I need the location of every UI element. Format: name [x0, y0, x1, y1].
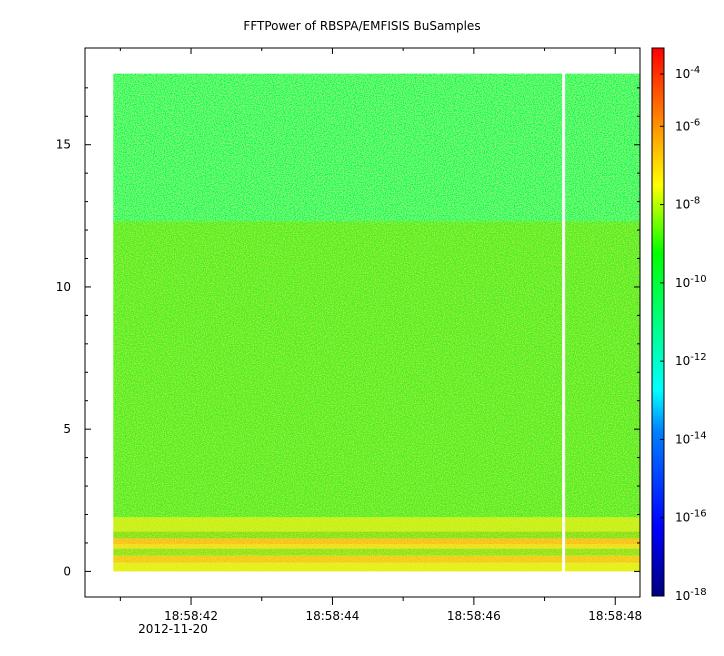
spectrogram-band — [113, 555, 640, 563]
colorbar: 10-4 10-6 10-8 10-10 10-12 10-14 10-16 10-18 — [651, 47, 707, 603]
y-tick-label: 0 — [63, 564, 71, 578]
x-tick-date-label: 2012-11-20 — [138, 622, 208, 636]
y-tick-label: 10 — [56, 280, 71, 294]
colorbar-tick-label: 10-12 — [675, 352, 707, 368]
colorbar-tick-label: 10-6 — [675, 117, 700, 133]
colorbar-tick-label: 10-10 — [675, 274, 707, 290]
colorbar-tick-label: 10-16 — [675, 509, 707, 525]
x-tick-label: 18:58:48 — [588, 609, 642, 623]
chart-title: FFTPower of RBSPA/EMFISIS BuSamples — [243, 19, 480, 33]
spectrogram-image — [113, 73, 640, 572]
x-tick-label: 18:58:44 — [305, 609, 359, 623]
spectrogram-band — [113, 548, 640, 556]
plot-frame — [84, 47, 641, 598]
y-tick-label: 5 — [63, 422, 71, 436]
spectrogram-band — [113, 531, 640, 539]
y-tick-label: 15 — [56, 138, 71, 152]
spectrogram-band — [113, 544, 640, 549]
spectrogram-band — [113, 562, 640, 572]
data-gap-stripe — [562, 72, 566, 573]
colorbar-gradient — [651, 47, 665, 597]
spectrogram-band — [113, 538, 640, 545]
data-gap — [562, 72, 566, 573]
colorbar-tick-label: 10-8 — [675, 196, 700, 212]
y-axis: 0 5 10 15 — [56, 87, 640, 578]
spectrogram-band — [113, 73, 640, 222]
colorbar-tick-label: 10-14 — [675, 430, 707, 446]
colorbar-tick-label: 10-18 — [675, 587, 707, 603]
x-tick-label: 18:58:46 — [447, 609, 501, 623]
spectrogram-band — [113, 517, 640, 532]
spectrogram-band — [113, 221, 640, 518]
colorbar-tick-label: 10-4 — [675, 65, 700, 81]
x-tick-label: 18:58:42 — [164, 609, 218, 623]
colorbar-axis: 10-4 10-6 10-8 10-10 10-12 10-14 10-16 10-18 — [660, 65, 707, 603]
